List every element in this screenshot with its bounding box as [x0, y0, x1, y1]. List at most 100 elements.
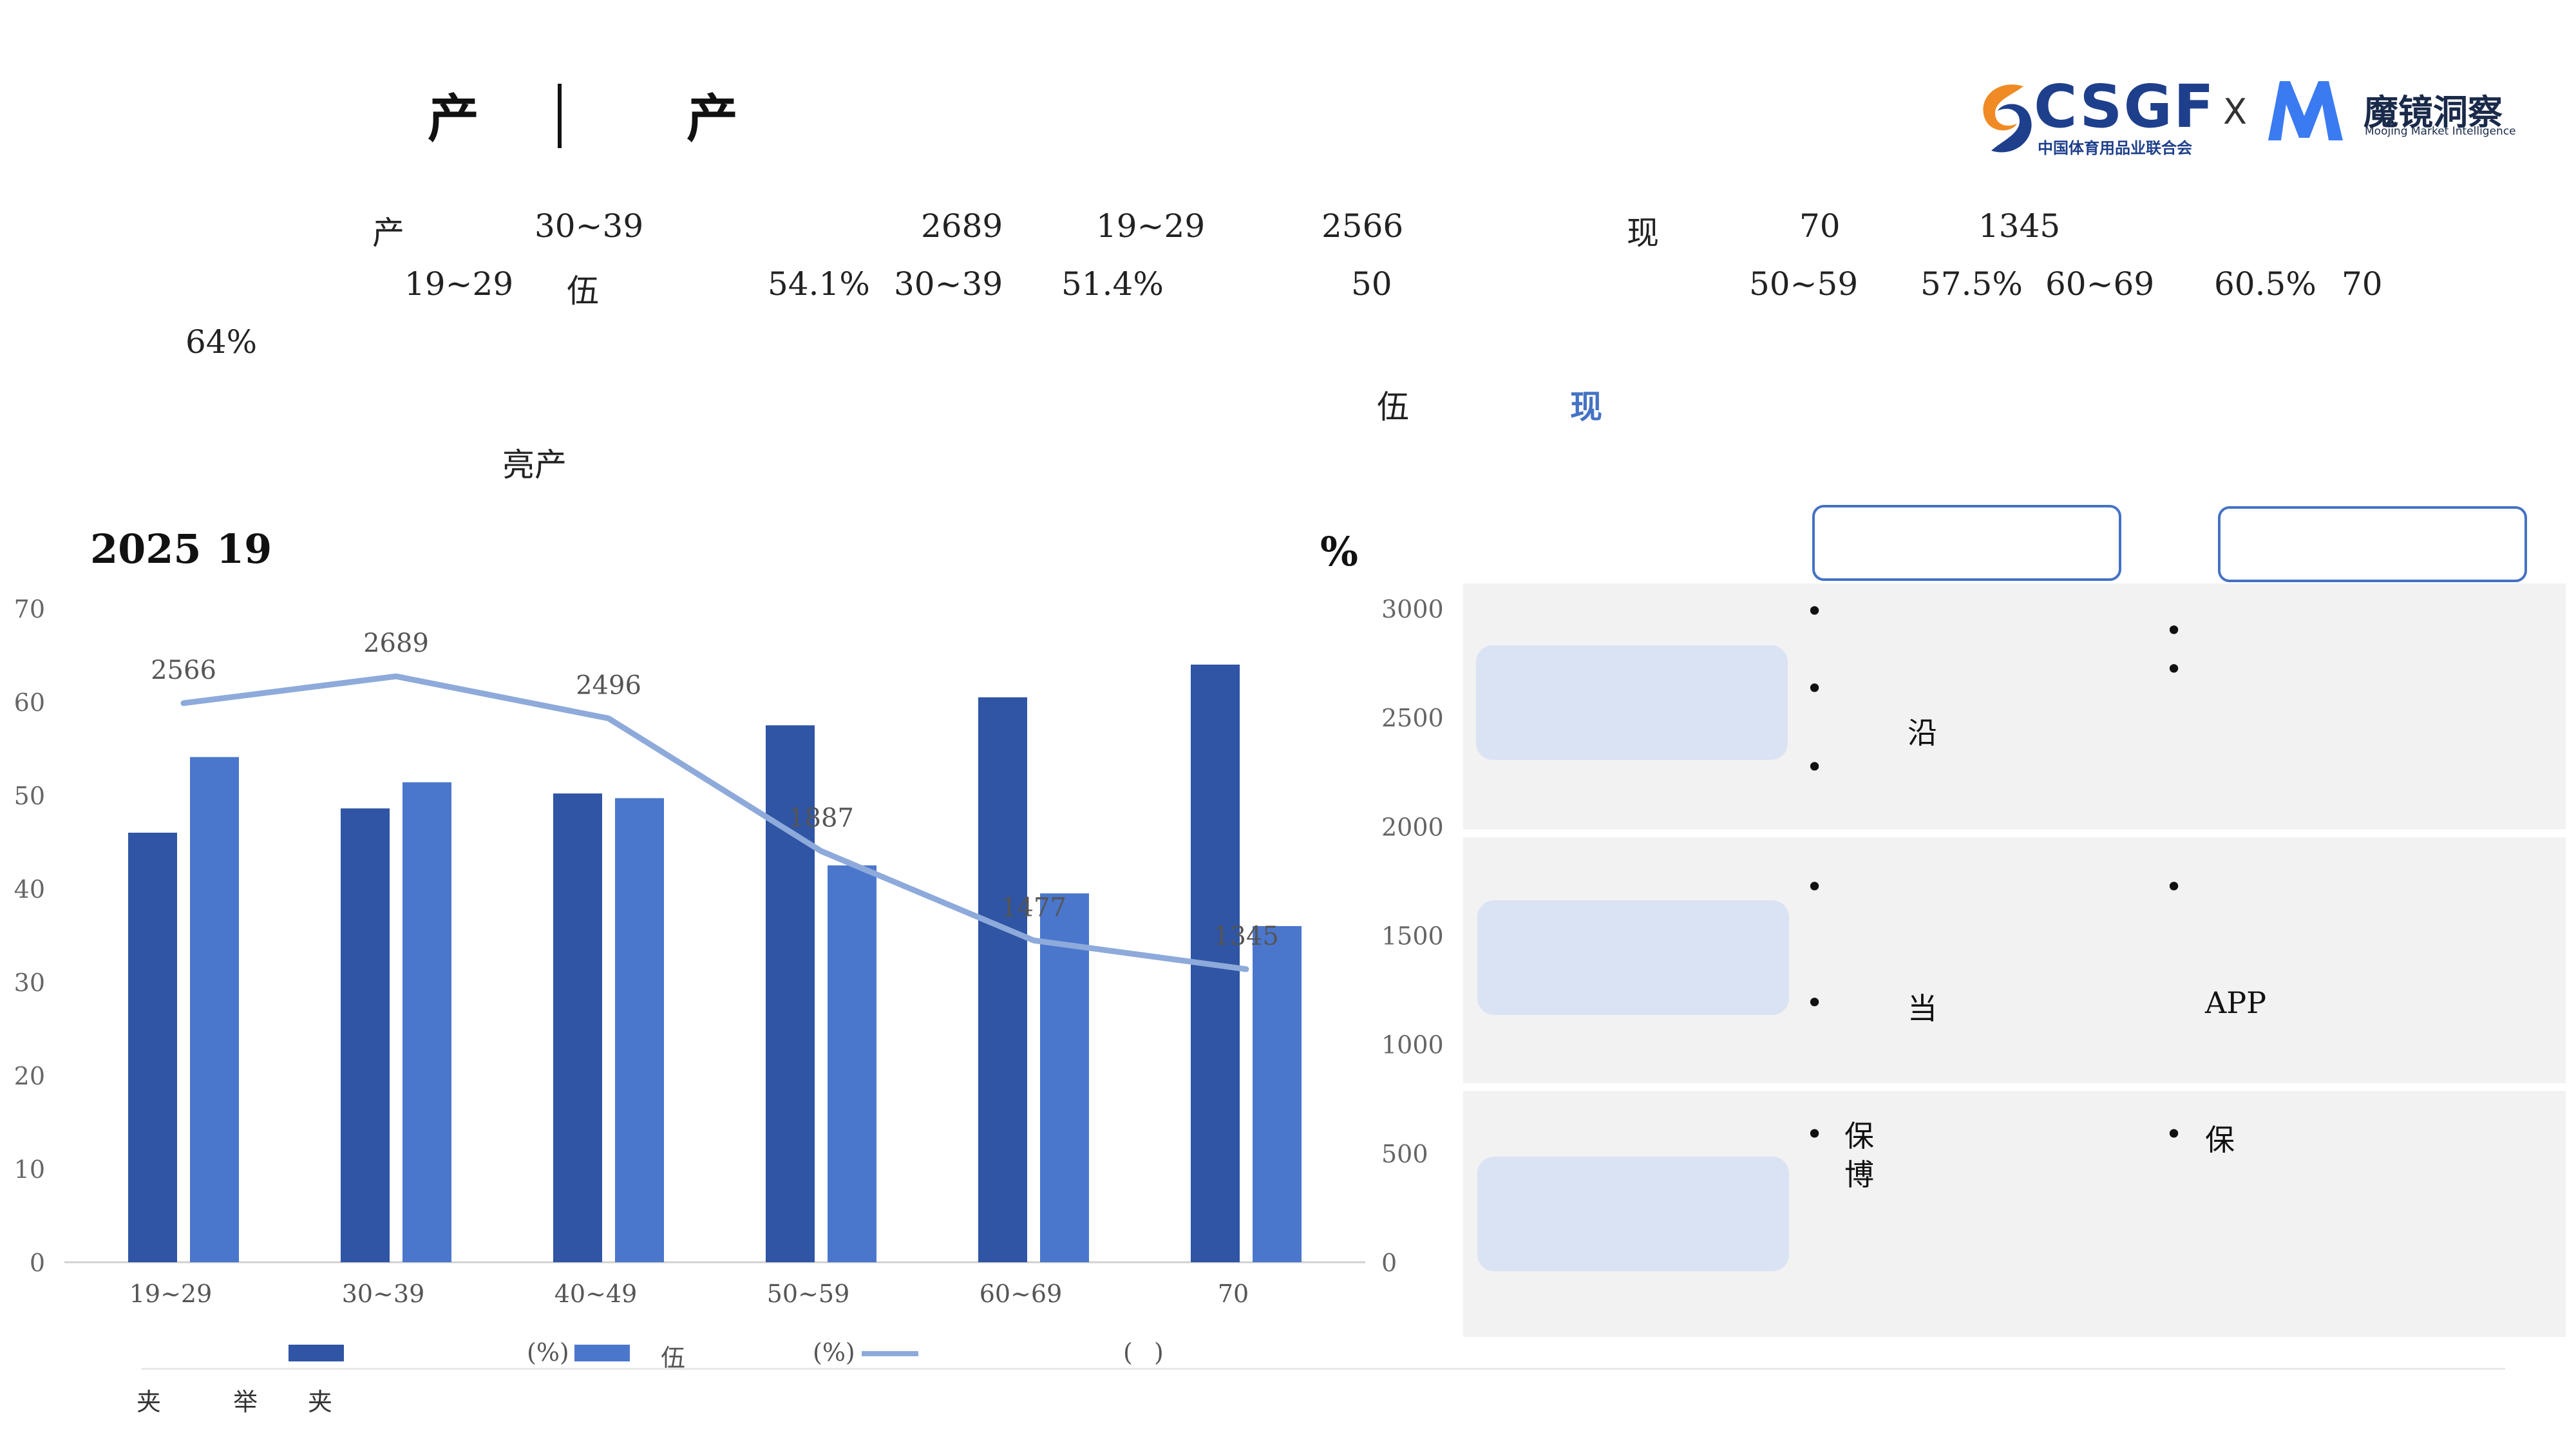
summary-l2-4: 51.4%	[1061, 265, 1164, 303]
line-data-label: 2496	[576, 671, 641, 701]
summary-l2-1: 伍	[567, 272, 599, 310]
summary-l2-9: 60.5%	[2214, 265, 2316, 303]
summary-l1-2: 2689	[921, 207, 1003, 245]
legend-label-4: (	[1123, 1338, 1133, 1367]
combo-chart: 0 10 20 30 40 50 60 70 0 500 1000 1500 2000 2500 3000 1…	[14, 595, 1444, 1308]
left-tick-label: 50	[14, 782, 45, 810]
left-tick-label: 0	[30, 1249, 45, 1277]
panel-r3-text: 保 博	[1844, 1119, 1874, 1192]
legend-label-5: )	[1154, 1338, 1164, 1367]
panel-r3-bullet-1: •	[1806, 1117, 1824, 1151]
summary-l1-0: 产	[372, 214, 404, 252]
moojing-cn-name: 魔镜洞察	[2363, 92, 2503, 133]
bar-series1	[128, 833, 177, 1262]
source-1: 举	[233, 1388, 258, 1416]
moojing-logo: 魔镜洞察 Moojing Market Intelligence	[2264, 76, 2522, 147]
left-tick-label: 40	[14, 875, 45, 904]
bar-series2	[1253, 926, 1302, 1262]
line-data-label: 2566	[151, 656, 216, 685]
summary-l2-3: 30~39	[894, 265, 1003, 303]
left-tick-label: 60	[14, 688, 45, 717]
panel-r3-text-r: 保	[2205, 1122, 2235, 1157]
summary-l2-0: 19~29	[404, 265, 514, 303]
legend-label-3: (%)	[813, 1338, 855, 1367]
left-tick-label: 70	[14, 595, 45, 623]
title-divider	[558, 84, 562, 148]
right-tick-label: 3000	[1381, 595, 1444, 623]
chart-heading-unit: %	[1320, 528, 1358, 575]
category-label: 50~59	[767, 1280, 850, 1308]
panel-r2-bullet-1: •	[1806, 869, 1824, 904]
line-data-label: 2689	[363, 629, 429, 658]
category-label: 40~49	[554, 1280, 638, 1308]
line-data-label: 1477	[1001, 893, 1066, 922]
panel-r1-text: 沿	[1908, 715, 1937, 750]
panel-header-box-2	[2218, 506, 2527, 582]
csgf-subtitle: 中国体育用品业联合会	[2038, 139, 2192, 157]
right-tick-label: 1500	[1381, 922, 1444, 951]
left-tick-label: 30	[14, 969, 45, 997]
chart-heading-year: 2025	[90, 526, 202, 573]
legend-swatch-series2	[574, 1345, 630, 1361]
csgf-swirl-icon	[1983, 84, 2032, 153]
bar-series2	[828, 865, 876, 1262]
line-data-label: 1887	[788, 804, 854, 833]
legend-label-1: (%)	[527, 1338, 569, 1367]
summary-l4-0: 伍	[1377, 388, 1409, 426]
chart-heading-num: 19	[216, 526, 272, 573]
bar-series1	[341, 808, 390, 1262]
summary-l1-1: 30~39	[535, 207, 644, 245]
right-tick-label: 2500	[1381, 704, 1444, 732]
legend-label-2: 伍	[661, 1344, 686, 1372]
legend-swatch-line	[862, 1351, 918, 1356]
summary-l1-4: 2566	[1321, 207, 1404, 245]
right-tick-label: 0	[1381, 1249, 1397, 1277]
summary-l2-5: 50	[1351, 265, 1392, 303]
panel-pill-1	[1476, 645, 1788, 760]
panel-r3-bullet-r1: •	[2165, 1117, 2183, 1151]
line-data-label: 1345	[1213, 922, 1279, 951]
legend-swatch-series1	[289, 1345, 344, 1361]
category-label: 30~39	[342, 1280, 425, 1308]
line-series	[180, 673, 1249, 972]
panel-header-box-1	[1812, 505, 2121, 581]
bar-series2	[190, 757, 239, 1262]
csgf-wordmark: CSGF	[2034, 72, 2215, 141]
category-label: 70	[1218, 1280, 1249, 1308]
bar-series1	[978, 697, 1027, 1262]
page-title-right: 产	[687, 88, 738, 149]
summary-l2-10: 70	[2342, 265, 2383, 303]
bar-series2	[1040, 893, 1089, 1262]
summary-l5-0: 亮产	[502, 446, 567, 484]
panel-pill-3	[1477, 1157, 1789, 1271]
summary-l1-6: 70	[1799, 207, 1841, 245]
panel-r2-text-r: APP	[2205, 985, 2267, 1020]
category-label: 60~69	[980, 1280, 1063, 1308]
bar-series2	[402, 782, 451, 1262]
summary-l3-0: 64%	[185, 323, 258, 361]
panel-r2-bullet-2: •	[1806, 985, 1824, 1020]
summary-l2-8: 60~69	[2045, 265, 2155, 303]
left-tick-label: 20	[14, 1062, 45, 1090]
right-tick-label: 2000	[1381, 813, 1444, 841]
left-tick-label: 10	[14, 1155, 45, 1184]
summary-l2-6: 50~59	[1749, 265, 1859, 303]
summary-l1-7: 1345	[1978, 207, 2061, 245]
summary-l1-3: 19~29	[1096, 207, 1206, 245]
moojing-m-icon	[2268, 81, 2343, 140]
panel-pill-2	[1477, 900, 1789, 1015]
right-tick-label: 500	[1381, 1140, 1428, 1168]
source-2: 夹	[308, 1388, 333, 1416]
source-0: 夹	[137, 1388, 162, 1416]
panel-r2-text: 当	[1908, 991, 1937, 1026]
summary-l2-2: 54.1%	[768, 265, 870, 303]
page-title-left: 产	[428, 88, 479, 149]
bar-series2	[615, 798, 664, 1262]
legend-divider	[142, 1368, 2505, 1370]
panel-r1-bullet-2: •	[1806, 671, 1824, 706]
summary-l4-1-highlight: 现	[1570, 388, 1602, 426]
panel-r2-bullet-r1: •	[2165, 869, 2183, 904]
panel-r1-bullet-1: •	[1806, 594, 1824, 629]
category-label: 19~29	[129, 1280, 213, 1308]
panel-r1-bullet-r2: •	[2165, 652, 2183, 687]
